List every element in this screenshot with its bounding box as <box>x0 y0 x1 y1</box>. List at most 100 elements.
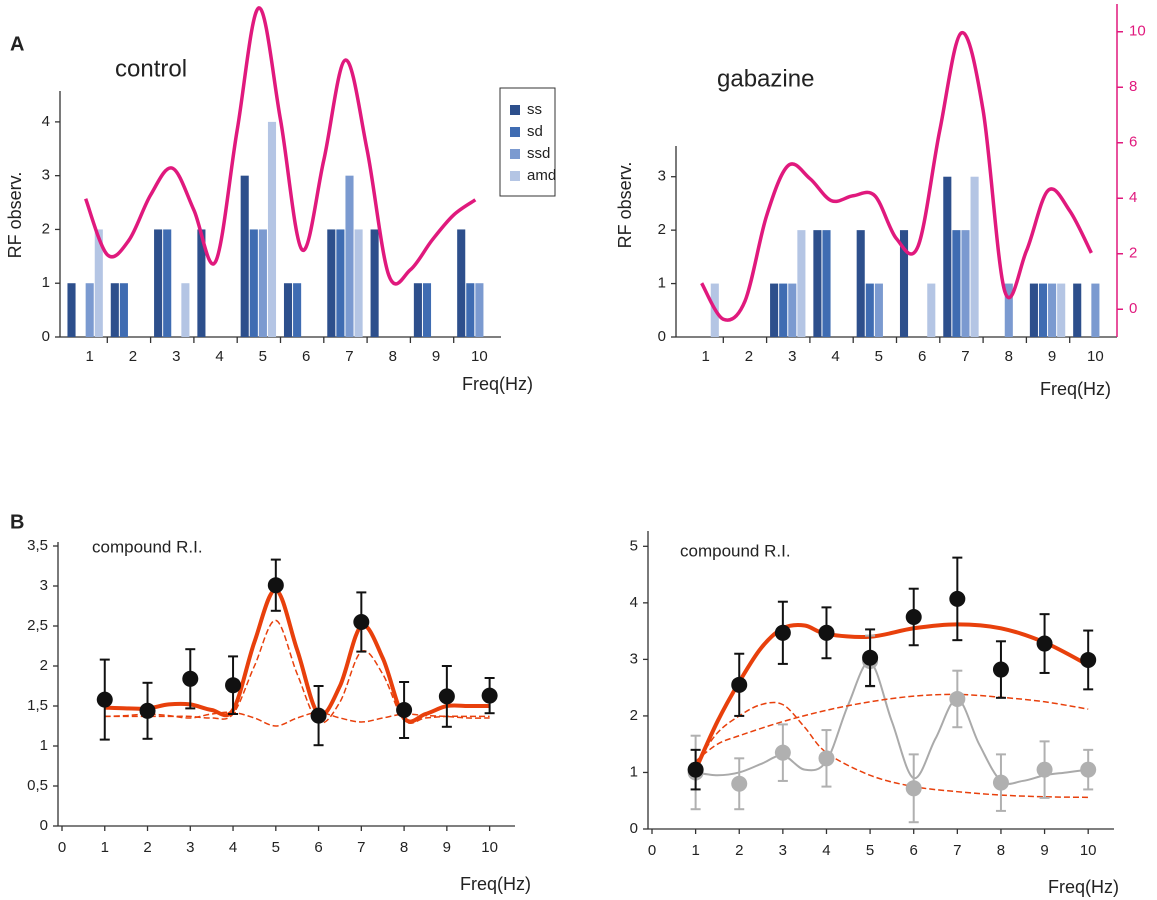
bar <box>345 175 354 337</box>
bar <box>67 283 76 337</box>
x-tick-label: 2 <box>129 348 137 365</box>
bar <box>85 283 94 337</box>
x-tick-label: 0 <box>58 839 66 856</box>
x-tick-label: 6 <box>918 348 926 365</box>
y-tick-label: 3,5 <box>27 537 48 554</box>
y2-tick-label: 6 <box>1129 134 1137 151</box>
bar <box>413 283 422 337</box>
legend-box <box>499 87 556 197</box>
point <box>225 677 242 694</box>
x-tick-label: 7 <box>357 839 365 856</box>
fit-curve <box>104 619 490 724</box>
bar <box>874 283 883 337</box>
x-tick-label: 9 <box>443 839 451 856</box>
x-tick-label: 7 <box>961 348 969 365</box>
point <box>1036 635 1053 652</box>
x-tick-label: 7 <box>953 842 961 859</box>
bar <box>181 283 190 337</box>
x-tick-label: 3 <box>186 839 194 856</box>
x-tick-label: 2 <box>745 348 753 365</box>
point <box>687 761 704 778</box>
x-tick-label: 3 <box>172 348 180 365</box>
y-tick-label: 1 <box>42 274 50 291</box>
point <box>481 687 498 704</box>
x-tick-label: 4 <box>831 348 839 365</box>
y-axis-label: RF observ. <box>5 172 25 259</box>
bar <box>1057 283 1066 337</box>
point <box>310 707 327 724</box>
x-tick-label: 3 <box>788 348 796 365</box>
bar <box>457 229 466 337</box>
point <box>267 577 284 594</box>
bar <box>1048 283 1057 337</box>
point <box>818 624 835 641</box>
fit-curve <box>104 588 490 724</box>
x-axis-label: Freq(Hz) <box>460 874 531 894</box>
y-tick-label: 4 <box>42 113 50 130</box>
point <box>182 670 199 687</box>
bar <box>927 283 936 337</box>
fit-curve <box>695 693 1089 762</box>
bar <box>788 283 797 337</box>
curve <box>84 6 477 286</box>
x-tick-label: 7 <box>345 348 353 365</box>
point <box>731 775 748 792</box>
legend-swatch <box>510 127 520 137</box>
x-tick-label: 5 <box>272 839 280 856</box>
bar <box>119 283 128 337</box>
x-tick-label: 1 <box>691 842 699 859</box>
y2-tick-label: 2 <box>1129 245 1137 262</box>
y-tick-label: 0 <box>42 328 50 345</box>
chart-title: compound R.I. <box>680 541 791 560</box>
y-tick-label: 2 <box>42 220 50 237</box>
x-tick-label: 8 <box>1005 348 1013 365</box>
x-axis-label: Freq(Hz) <box>462 374 533 394</box>
x-axis-label: Freq(Hz) <box>1040 379 1111 399</box>
legend-label: amd <box>527 167 556 184</box>
point <box>905 780 922 797</box>
bar <box>94 229 103 337</box>
point <box>353 614 370 630</box>
bar <box>961 230 970 337</box>
panel-label: B <box>10 511 24 533</box>
bar <box>336 229 345 337</box>
bar <box>466 283 475 337</box>
y-tick-label: 0 <box>40 817 48 834</box>
point <box>774 744 791 761</box>
bar <box>258 229 267 337</box>
x-tick-label: 3 <box>779 842 787 859</box>
point <box>774 624 791 641</box>
bar <box>370 229 379 337</box>
bar <box>422 283 432 337</box>
x-tick-label: 5 <box>866 842 874 859</box>
y-tick-label: 3 <box>42 167 50 184</box>
chart-title: compound R.I. <box>92 537 203 556</box>
x-tick-label: 6 <box>302 348 310 365</box>
bar <box>1038 283 1048 337</box>
bar <box>475 283 484 337</box>
x-tick-label: 8 <box>997 842 1005 859</box>
bar <box>779 283 788 337</box>
bar <box>952 230 961 337</box>
bar <box>1073 283 1082 337</box>
x-tick-label: 9 <box>432 348 440 365</box>
x-tick-label: 4 <box>229 839 237 856</box>
fit-curve <box>695 661 1089 785</box>
bar <box>899 230 909 337</box>
y-tick-label: 3 <box>630 650 638 667</box>
y2-tick-label: 8 <box>1129 78 1137 95</box>
bar <box>327 229 336 337</box>
bar <box>770 283 779 337</box>
point <box>949 690 966 707</box>
point <box>862 649 879 666</box>
point <box>1080 651 1097 668</box>
point <box>1036 761 1053 778</box>
point <box>992 661 1009 678</box>
point <box>438 688 455 705</box>
bar <box>813 230 822 337</box>
y-tick-label: 1 <box>630 763 638 780</box>
x-tick-label: 9 <box>1048 348 1056 365</box>
bar <box>249 229 258 337</box>
bar <box>110 283 119 337</box>
